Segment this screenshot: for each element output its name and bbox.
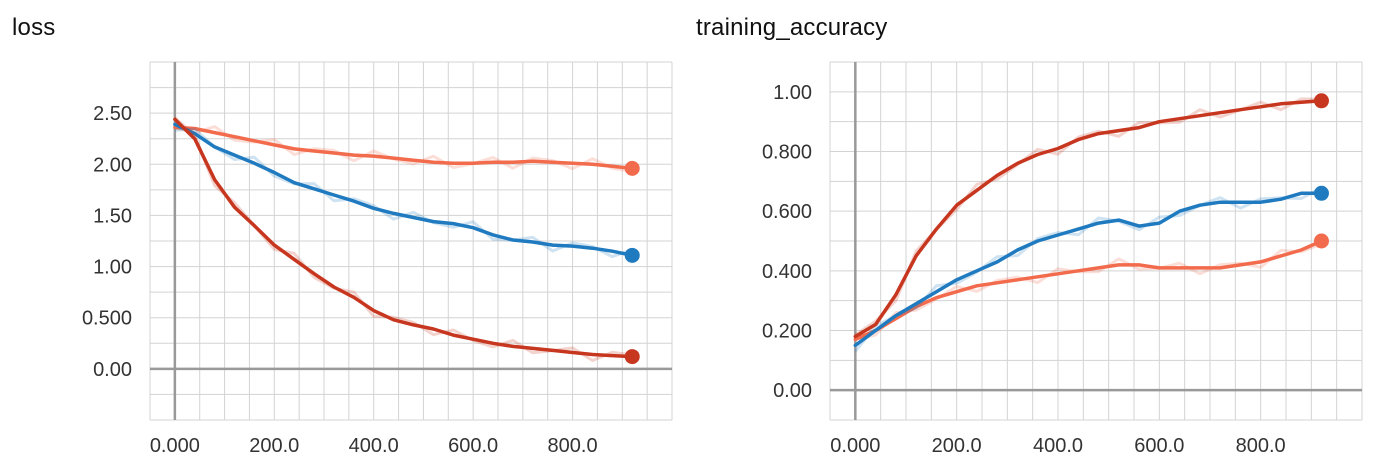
accuracy-series-2 (853, 93, 1329, 339)
loss-x-tick-label: 600.0 (448, 435, 498, 457)
accuracy-series-1 (853, 185, 1329, 353)
loss-y-tick-label: 2.50 (93, 103, 132, 125)
loss-series-2 (173, 116, 640, 365)
accuracy-x-tick-label: 600.0 (1134, 435, 1184, 457)
loss-grid (149, 61, 673, 421)
loss-y-tick-label: 0.00 (93, 359, 132, 381)
accuracy-y-tick-label: 0.200 (762, 321, 812, 343)
loss-chart-panel: loss 2.50 2.00 1.50 1.00 0.500 0.00 0.000 200.0… (0, 0, 680, 470)
loss-x-tick-label: 400.0 (349, 435, 399, 457)
accuracy-y-tick-label: 0.800 (762, 142, 812, 164)
accuracy-chart-svg[interactable]: 1.00 0.800 0.600 0.400 0.200 0.00 0.000 200.0 40… (684, 0, 1376, 470)
accuracy-series-2-line (853, 99, 1324, 339)
accuracy-x-tick-label: 800.0 (1236, 435, 1286, 457)
accuracy-series-1-line (853, 191, 1324, 348)
loss-series-2-end-point[interactable] (624, 349, 640, 365)
accuracy-x-tick-label: 200.0 (932, 435, 982, 457)
accuracy-chart-panel: training_accuracy 1.00 0.800 0.600 0.400 0.2… (684, 0, 1376, 470)
accuracy-y-tick-label: 0.600 (762, 201, 812, 223)
loss-series-0-line (173, 125, 634, 171)
accuracy-series-0-line (853, 239, 1324, 342)
accuracy-series-0-raw-line (854, 242, 1323, 341)
loss-x-tick-label: 0.000 (150, 435, 200, 457)
loss-series-0-end-point[interactable] (624, 160, 640, 176)
loss-series-0 (173, 125, 640, 176)
accuracy-y-ticks: 1.00 0.800 0.600 0.400 0.200 0.00 (762, 82, 812, 402)
accuracy-series-0-end-point[interactable] (1313, 233, 1329, 249)
loss-y-tick-label: 0.500 (82, 308, 132, 330)
accuracy-x-tick-label: 0.000 (830, 435, 880, 457)
loss-y-tick-label: 1.00 (93, 257, 132, 279)
accuracy-chart-title: training_accuracy (696, 14, 888, 41)
loss-y-tick-label: 2.00 (93, 154, 132, 176)
loss-chart-title: loss (12, 14, 56, 41)
accuracy-y-tick-label: 0.400 (762, 261, 812, 283)
loss-series-1 (173, 122, 640, 263)
loss-x-tick-label: 800.0 (548, 435, 598, 457)
loss-series-1-line (173, 122, 634, 258)
accuracy-x-ticks: 0.000 200.0 400.0 600.0 800.0 (830, 435, 1285, 457)
accuracy-series-0 (853, 233, 1329, 342)
loss-x-ticks: 0.000 200.0 400.0 600.0 800.0 (150, 435, 598, 457)
loss-y-tick-label: 1.50 (93, 205, 132, 227)
accuracy-x-tick-label: 400.0 (1033, 435, 1083, 457)
loss-y-ticks: 2.50 2.00 1.50 1.00 0.500 0.00 (82, 103, 132, 381)
loss-x-tick-label: 200.0 (249, 435, 299, 457)
accuracy-series-2-end-point[interactable] (1313, 93, 1329, 109)
accuracy-grid (829, 61, 1363, 421)
accuracy-y-tick-label: 0.00 (773, 380, 812, 402)
accuracy-series-1-end-point[interactable] (1313, 185, 1329, 201)
accuracy-y-tick-label: 1.00 (773, 82, 812, 104)
loss-series-2-line (173, 117, 634, 359)
loss-series-1-raw-line (174, 127, 633, 259)
loss-series-1-end-point[interactable] (624, 247, 640, 263)
loss-chart-svg[interactable]: 2.50 2.00 1.50 1.00 0.500 0.00 0.000 200.0 400.0… (0, 0, 680, 470)
